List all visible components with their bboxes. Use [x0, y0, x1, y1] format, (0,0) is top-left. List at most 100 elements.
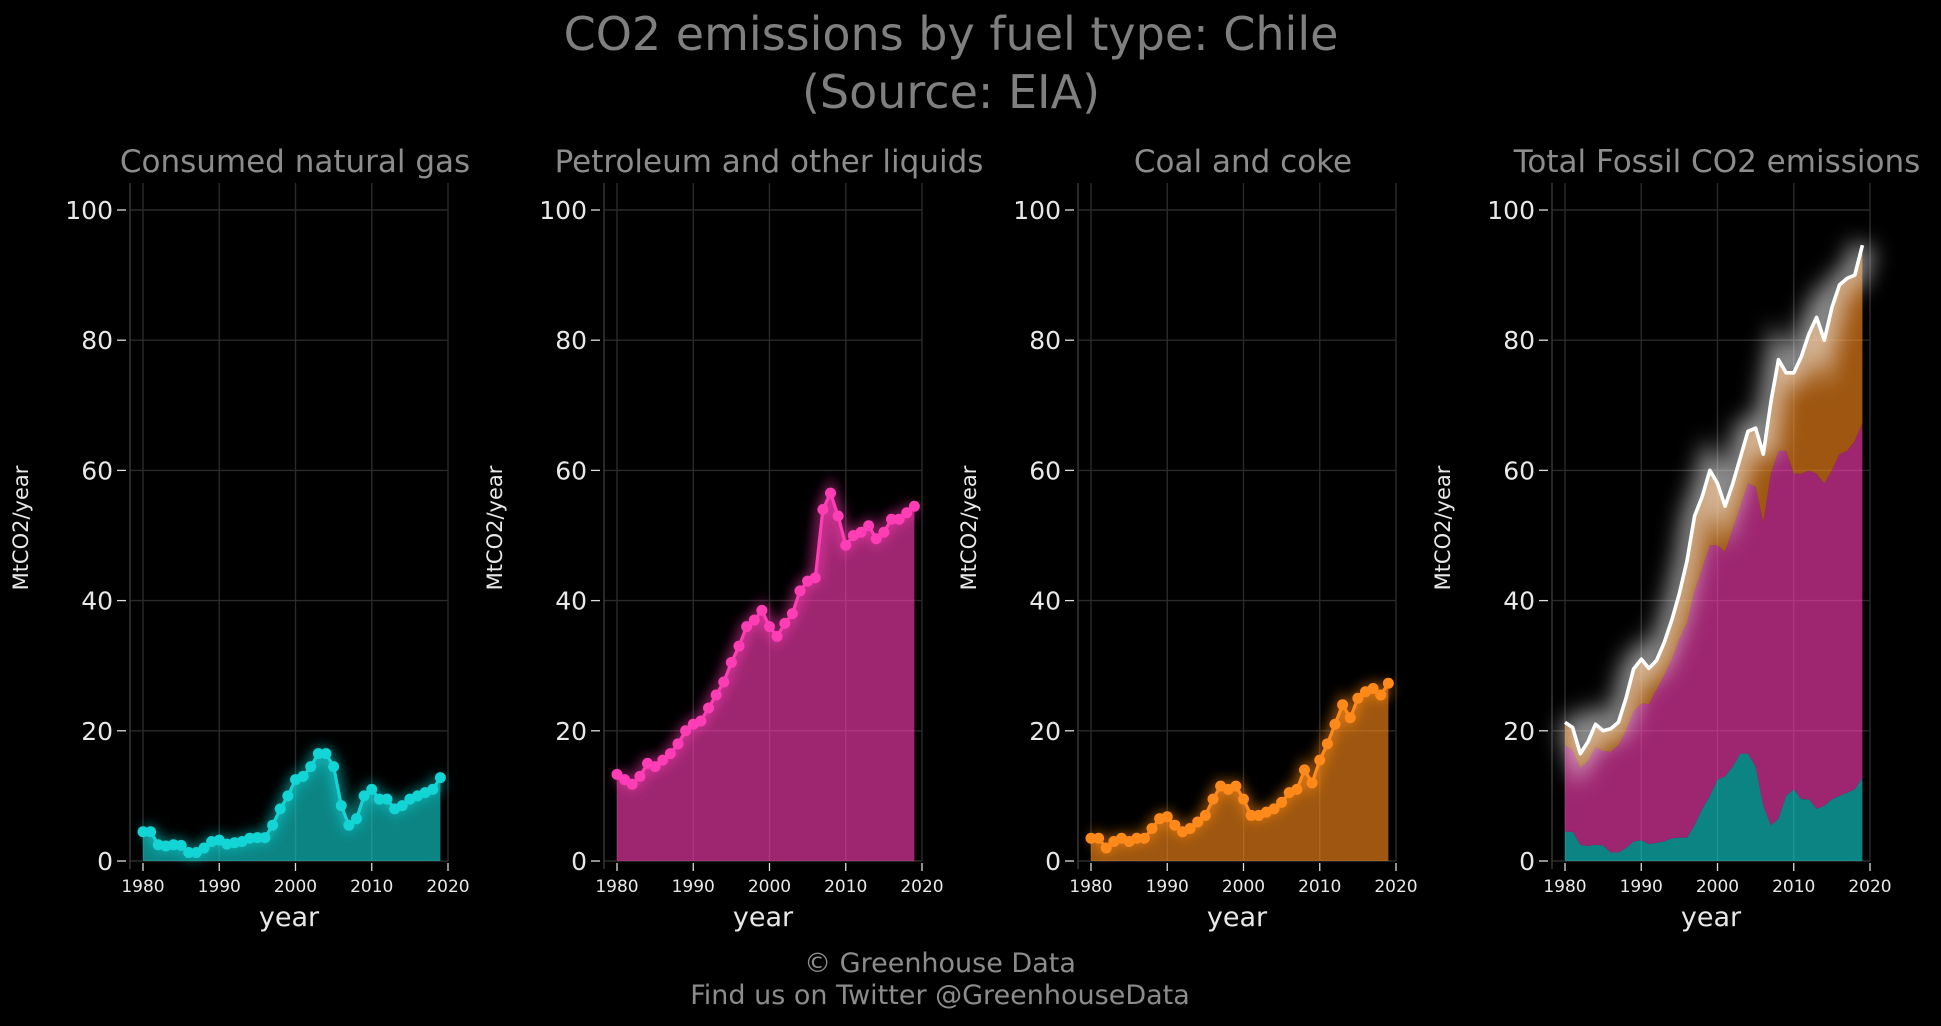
data-point — [870, 533, 882, 545]
data-point — [1230, 780, 1242, 792]
x-tick-label: 1990 — [672, 877, 715, 897]
panel-title: Coal and coke — [1134, 144, 1352, 180]
data-point — [710, 689, 722, 701]
data-point — [756, 604, 768, 616]
y-tick-label: 20 — [1503, 717, 1535, 746]
panel-4: 0 20 40 60 80 100 1980 1990 2000 2010 2020 Total Fo… — [1431, 144, 1920, 933]
data-point — [1268, 803, 1280, 815]
data-point — [335, 800, 347, 812]
data-point — [175, 839, 187, 851]
data-point — [434, 772, 446, 784]
data-point — [1321, 738, 1333, 750]
data-point — [748, 614, 760, 626]
data-point — [741, 621, 753, 633]
data-point — [703, 702, 714, 714]
data-point — [1352, 692, 1364, 704]
panel-title: Total Fossil CO2 emissions — [1513, 144, 1921, 180]
y-tick-label: 60 — [1029, 456, 1061, 485]
data-point — [680, 725, 692, 737]
series-area — [1091, 683, 1389, 861]
y-tick-label: 80 — [1029, 326, 1061, 355]
y-tick-label: 100 — [1013, 196, 1061, 225]
data-point — [305, 761, 317, 773]
data-point — [351, 813, 362, 825]
data-point — [1375, 689, 1387, 701]
data-point — [1306, 777, 1318, 789]
data-point — [1199, 809, 1211, 821]
data-point — [809, 572, 821, 584]
data-point — [1146, 822, 1158, 834]
data-point — [274, 803, 286, 815]
data-point — [725, 656, 737, 668]
data-point — [664, 748, 676, 760]
figure-title-line1: CO2 emissions by fuel type: Chile — [564, 7, 1339, 61]
y-tick-label: 20 — [555, 717, 587, 746]
data-point — [1184, 822, 1196, 834]
data-point — [817, 503, 829, 515]
x-axis-label: year — [1681, 902, 1742, 933]
data-point — [373, 793, 385, 805]
x-axis-label: year — [259, 902, 320, 933]
data-point — [878, 526, 890, 538]
data-point — [1245, 809, 1257, 821]
panel-3: 0 20 40 60 80 100 1980 1990 2000 2010 2020 Coal and… — [957, 144, 1418, 933]
y-axis-label: MtCO2/year — [9, 465, 33, 590]
x-tick-label: 1990 — [1620, 877, 1663, 897]
y-tick-label: 80 — [1503, 326, 1535, 355]
x-tick-label: 2010 — [350, 877, 393, 897]
panel-1: 0 20 40 60 80 100 1980 1990 2000 2010 2020 Consumed… — [9, 144, 470, 933]
data-point — [396, 800, 408, 812]
y-tick-label: 80 — [81, 326, 113, 355]
x-tick-label: 2000 — [1222, 877, 1265, 897]
x-tick-label: 2020 — [1374, 877, 1417, 897]
data-point — [1344, 712, 1356, 724]
data-point — [626, 778, 638, 790]
panel-title: Petroleum and other liquids — [555, 144, 984, 180]
x-tick-label: 2010 — [824, 877, 867, 897]
data-point — [657, 754, 669, 766]
x-axis-label: year — [1207, 902, 1268, 933]
data-point — [366, 783, 378, 795]
y-tick-label: 60 — [1503, 456, 1535, 485]
data-point — [649, 761, 661, 773]
data-point — [267, 819, 279, 831]
data-point — [779, 617, 791, 629]
data-point — [1238, 793, 1249, 805]
data-point — [297, 770, 309, 782]
y-tick-label: 100 — [539, 196, 587, 225]
footer-copyright: © Greenhouse Data — [804, 948, 1076, 979]
data-point — [840, 539, 852, 551]
y-tick-label: 60 — [555, 456, 587, 485]
series-area — [143, 753, 441, 861]
series-area — [617, 493, 915, 861]
x-tick-label: 2010 — [1298, 877, 1341, 897]
footer-twitter: Find us on Twitter @GreenhouseData — [690, 980, 1190, 1011]
x-axis-label: year — [733, 902, 794, 933]
x-tick-label: 2020 — [900, 877, 943, 897]
data-point — [198, 842, 210, 854]
y-tick-label: 0 — [97, 847, 113, 876]
x-tick-label: 1980 — [1069, 877, 1112, 897]
y-tick-label: 40 — [1029, 587, 1061, 616]
data-point — [764, 621, 775, 633]
data-point — [1314, 754, 1326, 766]
data-point — [855, 526, 867, 538]
data-point — [137, 826, 149, 838]
figure-title-line2: (Source: EIA) — [802, 65, 1100, 119]
data-point — [794, 585, 806, 597]
y-axis-label: MtCO2/year — [1431, 465, 1455, 590]
data-point — [1192, 816, 1204, 828]
data-point — [1131, 832, 1143, 844]
data-point — [863, 520, 875, 532]
data-point — [1329, 718, 1341, 730]
data-point — [1299, 764, 1310, 776]
y-tick-label: 40 — [555, 587, 587, 616]
y-axis-label: MtCO2/year — [483, 465, 507, 590]
x-tick-label: 1990 — [1146, 877, 1189, 897]
data-point — [381, 793, 393, 805]
y-tick-label: 40 — [1503, 587, 1535, 616]
data-point — [1100, 842, 1112, 854]
data-point — [1207, 793, 1219, 805]
y-tick-label: 20 — [81, 717, 113, 746]
